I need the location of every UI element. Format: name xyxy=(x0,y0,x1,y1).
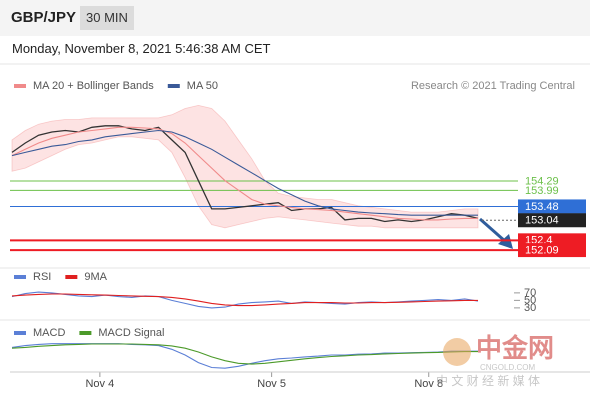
legend-label: RSI xyxy=(33,271,51,283)
y-tick-label: 50 xyxy=(524,294,536,306)
x-tick-label: Nov 5 xyxy=(257,378,286,390)
level-label: 153.99 xyxy=(525,185,559,197)
bollinger-band xyxy=(11,104,479,229)
level-label-box xyxy=(518,213,586,228)
legend-label: MACD xyxy=(33,327,65,339)
legend-swatch xyxy=(79,331,92,335)
legend-swatch xyxy=(14,331,26,335)
credit: Research © 2021 Trading Central xyxy=(411,80,575,92)
level-label-box xyxy=(518,243,586,258)
x-tick-label: Nov 8 xyxy=(414,378,443,390)
forecast-arrow xyxy=(479,217,507,244)
y-tick-label: 70 xyxy=(524,287,536,299)
level-label: 152.09 xyxy=(525,244,559,256)
watermark-logo: 中金网 xyxy=(476,333,554,363)
level-label: 153.48 xyxy=(525,201,559,213)
x-tick-label: Nov 4 xyxy=(85,378,114,390)
legend-label: MACD Signal xyxy=(98,327,164,339)
series-line xyxy=(11,343,478,369)
legend-label: MA 20 + Bollinger Bands xyxy=(33,80,154,92)
series-line xyxy=(11,293,478,307)
legend-swatch xyxy=(14,275,26,279)
watermark-site: CNGOLD.COM xyxy=(480,363,535,372)
forecast-arrow-head xyxy=(498,234,513,249)
legend-label: 9MA xyxy=(84,271,107,283)
watermark-slogan: 中 文 财 经 新 媒 体 xyxy=(436,373,540,388)
legend-label: MA 50 xyxy=(187,80,218,92)
y-tick-label: 30 xyxy=(524,302,536,314)
series-line xyxy=(11,129,478,216)
timeframe[interactable]: 30 MIN xyxy=(80,6,134,30)
top-bar: GBP/JPY 30 MIN xyxy=(0,0,590,36)
level-label: 153.04 xyxy=(525,215,559,227)
legend-swatch xyxy=(167,84,180,88)
level-label-box xyxy=(518,199,586,214)
series-line xyxy=(11,343,478,365)
legend-swatch xyxy=(65,275,78,279)
symbol: GBP/JPY xyxy=(11,9,77,26)
level-label: 154.29 xyxy=(525,175,559,187)
timestamp: Monday, November 8, 2021 5:46:38 AM CET xyxy=(12,41,271,56)
legend-swatch xyxy=(14,84,26,88)
series-line xyxy=(11,126,478,221)
watermark-logo-icon xyxy=(443,338,471,366)
price-line xyxy=(11,125,479,223)
